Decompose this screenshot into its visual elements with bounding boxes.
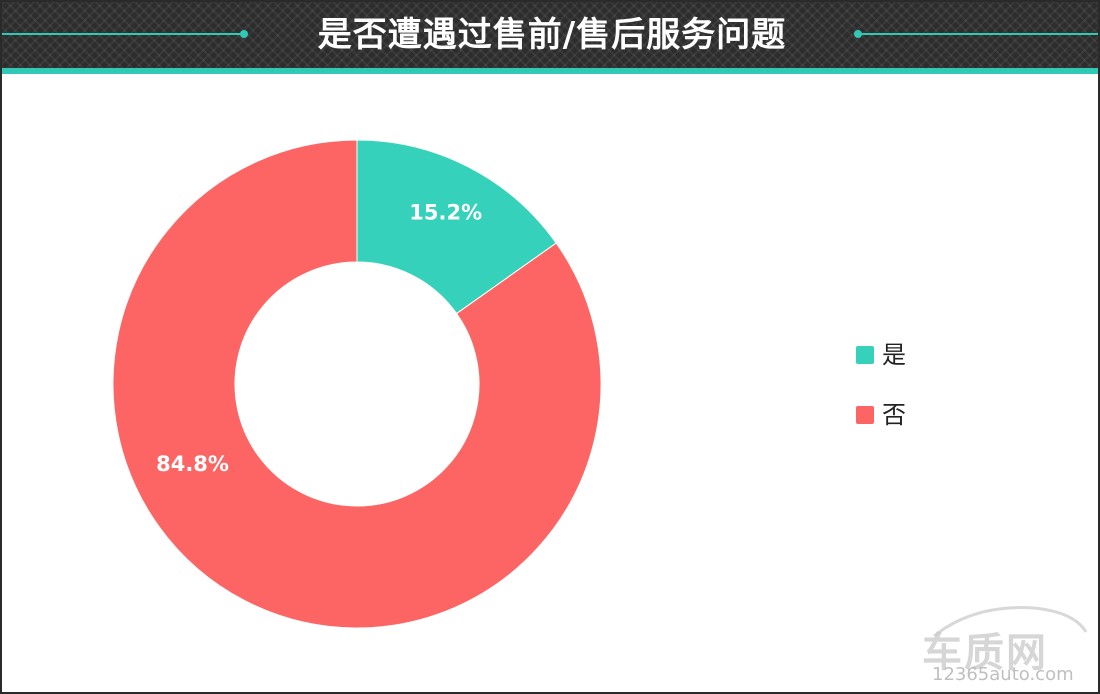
donut-slice-no [112, 139, 602, 629]
slice-label-yes: 15.2% [409, 201, 482, 225]
title-decoration-dot-right [854, 30, 862, 38]
title-decoration-dot-left [240, 30, 248, 38]
legend-swatch [856, 406, 874, 424]
chart-title: 是否遭遇过售前/售后服务问题 [317, 15, 787, 55]
chart-legend: 是否 [856, 340, 906, 460]
car-logo-icon [933, 606, 1088, 638]
legend-item-no: 否 [856, 400, 906, 430]
legend-label: 否 [882, 401, 906, 429]
title-underline [2, 68, 1098, 74]
title-decoration-right [862, 33, 1098, 35]
donut-chart: 15.2% 84.8% [112, 139, 602, 629]
watermark-site: 12365auto.com [932, 664, 1074, 685]
watermark-logo: 车质网 [922, 630, 1048, 676]
donut-slice-yes [356, 139, 557, 315]
slice-label-no: 84.8% [156, 452, 229, 476]
title-bar [2, 2, 1098, 68]
title-decoration-left [2, 33, 242, 35]
legend-swatch [856, 346, 874, 364]
legend-label: 是 [882, 341, 906, 369]
legend-item-yes: 是 [856, 340, 906, 370]
watermark: 车质网 12365auto.com [914, 602, 1094, 692]
